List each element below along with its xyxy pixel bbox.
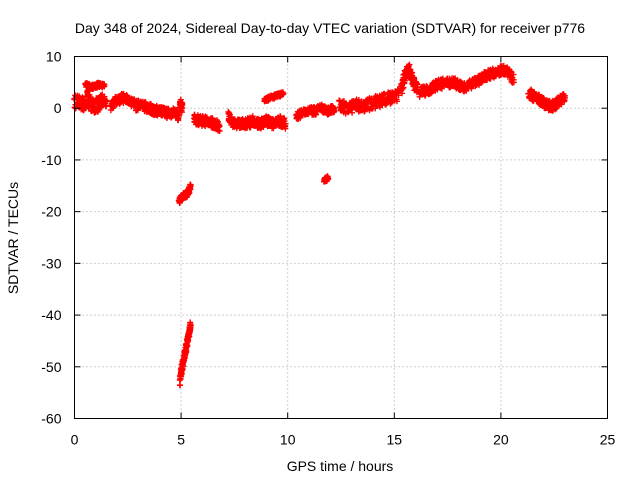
data-segment — [525, 86, 568, 114]
data-point — [510, 76, 517, 83]
data-point — [187, 322, 194, 329]
data-point — [325, 175, 332, 182]
data-segment — [107, 90, 183, 124]
y-tick-label: -30 — [41, 255, 61, 271]
x-tick-label: 15 — [387, 432, 403, 448]
plot-frame — [74, 56, 608, 419]
data-point — [368, 95, 375, 102]
data-point — [414, 81, 421, 88]
x-tick-label: 25 — [600, 432, 616, 448]
data-point — [179, 105, 186, 112]
x-tick-label: 0 — [71, 432, 79, 448]
data-points — [71, 61, 568, 389]
x-tick-label: 20 — [493, 432, 509, 448]
data-segment — [176, 319, 194, 389]
data-segment — [261, 89, 287, 105]
y-tick-label: 10 — [46, 49, 62, 65]
data-point — [349, 109, 356, 116]
y-tick-label: -10 — [41, 152, 61, 168]
data-point — [280, 90, 287, 97]
data-point — [103, 97, 110, 104]
data-point — [561, 94, 568, 101]
x-axis-label: GPS time / hours — [287, 458, 394, 474]
y-tick-label: -40 — [41, 307, 61, 323]
data-segment — [191, 111, 223, 135]
data-segment — [293, 101, 338, 122]
data-segment — [175, 181, 194, 207]
data-segment — [336, 86, 402, 117]
grid-lines — [74, 56, 608, 419]
data-segment — [320, 173, 332, 185]
y-axis-label: SDTVAR / TECUs — [5, 182, 21, 294]
data-point — [249, 113, 256, 120]
data-point — [468, 85, 475, 92]
axes: 0 5 10 15 20 25 10 0 -10 -20 -30 -40 -50 -60 — [41, 49, 615, 448]
data-point — [393, 98, 400, 105]
data-point — [372, 105, 379, 112]
y-tick-label: -50 — [41, 359, 61, 375]
chart-title: Day 348 of 2024, Sidereal Day-to-day VTE… — [75, 20, 585, 36]
data-point — [395, 92, 402, 99]
x-tick-label: 10 — [280, 432, 296, 448]
data-point — [175, 112, 182, 119]
data-segment — [397, 61, 421, 97]
data-point — [187, 182, 194, 189]
y-tick-label: 0 — [54, 100, 62, 116]
y-tick-label: -20 — [41, 204, 61, 220]
data-point — [427, 90, 434, 97]
data-point — [282, 120, 289, 127]
data-point — [247, 124, 254, 131]
data-point — [510, 71, 517, 78]
data-segment — [82, 79, 108, 93]
data-segment — [416, 62, 517, 100]
data-segment — [225, 108, 289, 132]
data-segment — [176, 96, 186, 116]
data-point — [331, 105, 338, 112]
data-point — [176, 382, 183, 389]
y-tick-label: -60 — [41, 411, 61, 427]
data-point — [101, 83, 108, 90]
x-tick-label: 5 — [177, 432, 185, 448]
data-point — [216, 123, 223, 130]
